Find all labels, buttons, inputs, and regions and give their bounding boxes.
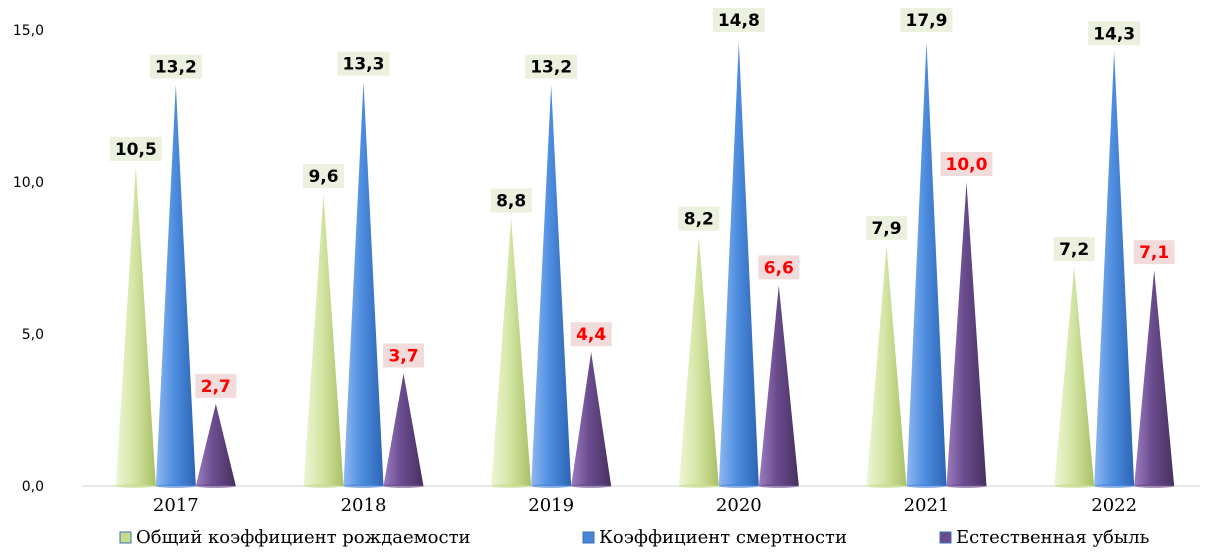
- cone-base: [195, 484, 236, 488]
- data-label: 7,1: [1139, 243, 1169, 263]
- cone-bar: [946, 182, 987, 486]
- data-label-bg: [337, 51, 390, 76]
- cone-bar: [383, 373, 424, 486]
- cone-bar: [718, 42, 759, 486]
- cone-base: [1054, 484, 1095, 488]
- data-label: 6,6: [764, 258, 794, 278]
- cone-bar: [571, 352, 612, 486]
- data-label-bg: [678, 206, 720, 231]
- cone-bar: [906, 42, 947, 486]
- data-label-bg: [303, 164, 344, 189]
- y-tick-label: 15,0: [13, 23, 44, 39]
- cone-base: [1134, 484, 1175, 488]
- cone-base: [906, 484, 947, 488]
- cone-bar: [1054, 267, 1095, 486]
- cone-base: [155, 484, 196, 488]
- legend-swatch: [939, 531, 952, 544]
- data-label: 2,7: [201, 377, 231, 397]
- cone-bar: [115, 166, 156, 487]
- data-label: 13,2: [155, 58, 197, 78]
- cone-base: [303, 484, 344, 488]
- axis-layer: 0,0 5,0 10,0 15,0 2017 2018 2019 2020 2021 2022: [13, 23, 1200, 516]
- cone-bar: [1094, 51, 1135, 486]
- y-tick-label: 5,0: [22, 327, 44, 343]
- data-label-bg: [1088, 21, 1141, 46]
- data-label-bg: [525, 54, 578, 79]
- data-label: 7,2: [1059, 240, 1089, 260]
- cone-bar: [155, 84, 196, 486]
- data-label-bg: [900, 8, 953, 32]
- bars-layer: [115, 42, 1175, 488]
- x-category-label: 2017: [153, 495, 199, 516]
- data-label: 13,3: [343, 55, 385, 75]
- cone-bar: [343, 81, 384, 487]
- cone-bar: [1134, 270, 1175, 486]
- cone-bar: [866, 245, 907, 486]
- data-label-bg: [149, 54, 202, 79]
- cone-base: [678, 484, 719, 488]
- data-label-bg: [195, 373, 237, 398]
- data-label: 14,3: [1093, 24, 1135, 44]
- cone-base: [571, 484, 612, 488]
- cone-base: [531, 484, 572, 488]
- data-label: 8,2: [684, 210, 714, 230]
- data-label-bg: [1053, 237, 1095, 262]
- cone-base: [866, 484, 907, 488]
- legend-swatch: [582, 531, 595, 544]
- x-category-label: 2018: [341, 495, 387, 516]
- cone-base: [115, 484, 156, 488]
- data-label: 10,0: [946, 155, 988, 175]
- y-tick-label: 10,0: [13, 175, 44, 191]
- x-category-label: 2022: [1091, 495, 1137, 516]
- cone-base: [718, 484, 759, 488]
- data-label-bg: [758, 255, 800, 280]
- data-label-bg: [940, 152, 993, 176]
- legend: Общий коэффициент рождаемости Коэффициент…: [119, 527, 1150, 548]
- cone-bar: [491, 218, 532, 487]
- data-label-bg: [490, 188, 532, 213]
- data-label: 13,2: [530, 58, 572, 78]
- x-category-label: 2020: [716, 495, 762, 516]
- data-label-bg: [109, 136, 162, 161]
- data-label: 17,9: [906, 11, 948, 31]
- legend-swatch: [119, 531, 132, 544]
- data-label-bg: [866, 215, 907, 240]
- cone-bar: [303, 194, 344, 486]
- cone-base: [343, 484, 384, 488]
- data-label: 7,9: [871, 219, 901, 239]
- data-label-bg: [570, 322, 612, 347]
- data-label: 3,7: [388, 347, 418, 367]
- legend-label: Естественная убыль: [956, 527, 1150, 548]
- cone-base: [946, 484, 987, 488]
- data-label-bg: [1133, 240, 1175, 265]
- data-label: 14,8: [718, 11, 760, 31]
- cone-base: [491, 484, 532, 488]
- cone-bar: [531, 84, 572, 486]
- data-label: 4,4: [576, 325, 606, 345]
- data-label: 8,8: [496, 191, 526, 211]
- x-category-label: 2021: [904, 495, 950, 516]
- data-label-bg: [712, 8, 765, 32]
- y-tick-label: 0,0: [22, 479, 44, 495]
- labels-layer: 10,5 13,2 2,7 9,6 13,3 3,7 8,8 13,2 4,4 8,2 14,8 6,…: [109, 8, 1175, 398]
- cone-base: [1094, 484, 1135, 488]
- cone-bar: [195, 403, 236, 486]
- x-category-label: 2019: [528, 495, 574, 516]
- data-label: 10,5: [115, 140, 157, 160]
- legend-label: Коэффициент смертности: [599, 527, 847, 548]
- cone-bar: [758, 285, 799, 486]
- cone-base: [758, 484, 799, 488]
- data-label: 9,6: [308, 167, 338, 187]
- data-label-bg: [383, 343, 424, 368]
- cone-bar: [678, 236, 719, 486]
- cone-base: [383, 484, 424, 488]
- legend-label: Общий коэффициент рождаемости: [136, 527, 471, 548]
